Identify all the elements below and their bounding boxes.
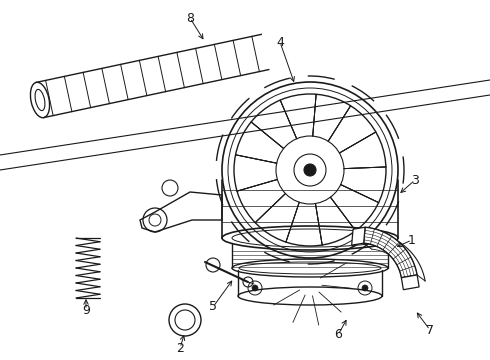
Text: 8: 8 [186, 12, 194, 24]
Text: 2: 2 [176, 342, 184, 355]
Polygon shape [364, 227, 417, 278]
Text: 7: 7 [426, 324, 434, 337]
Polygon shape [352, 227, 365, 245]
Text: 3: 3 [411, 174, 419, 186]
Polygon shape [401, 275, 419, 290]
Circle shape [252, 285, 258, 291]
Text: 9: 9 [82, 303, 90, 316]
Circle shape [362, 285, 368, 291]
Circle shape [304, 164, 316, 176]
Circle shape [307, 167, 313, 173]
Polygon shape [36, 35, 269, 118]
Text: 5: 5 [209, 301, 217, 314]
Text: 1: 1 [408, 234, 416, 247]
Text: 6: 6 [334, 328, 342, 342]
Text: 4: 4 [276, 36, 284, 49]
Polygon shape [140, 192, 222, 232]
